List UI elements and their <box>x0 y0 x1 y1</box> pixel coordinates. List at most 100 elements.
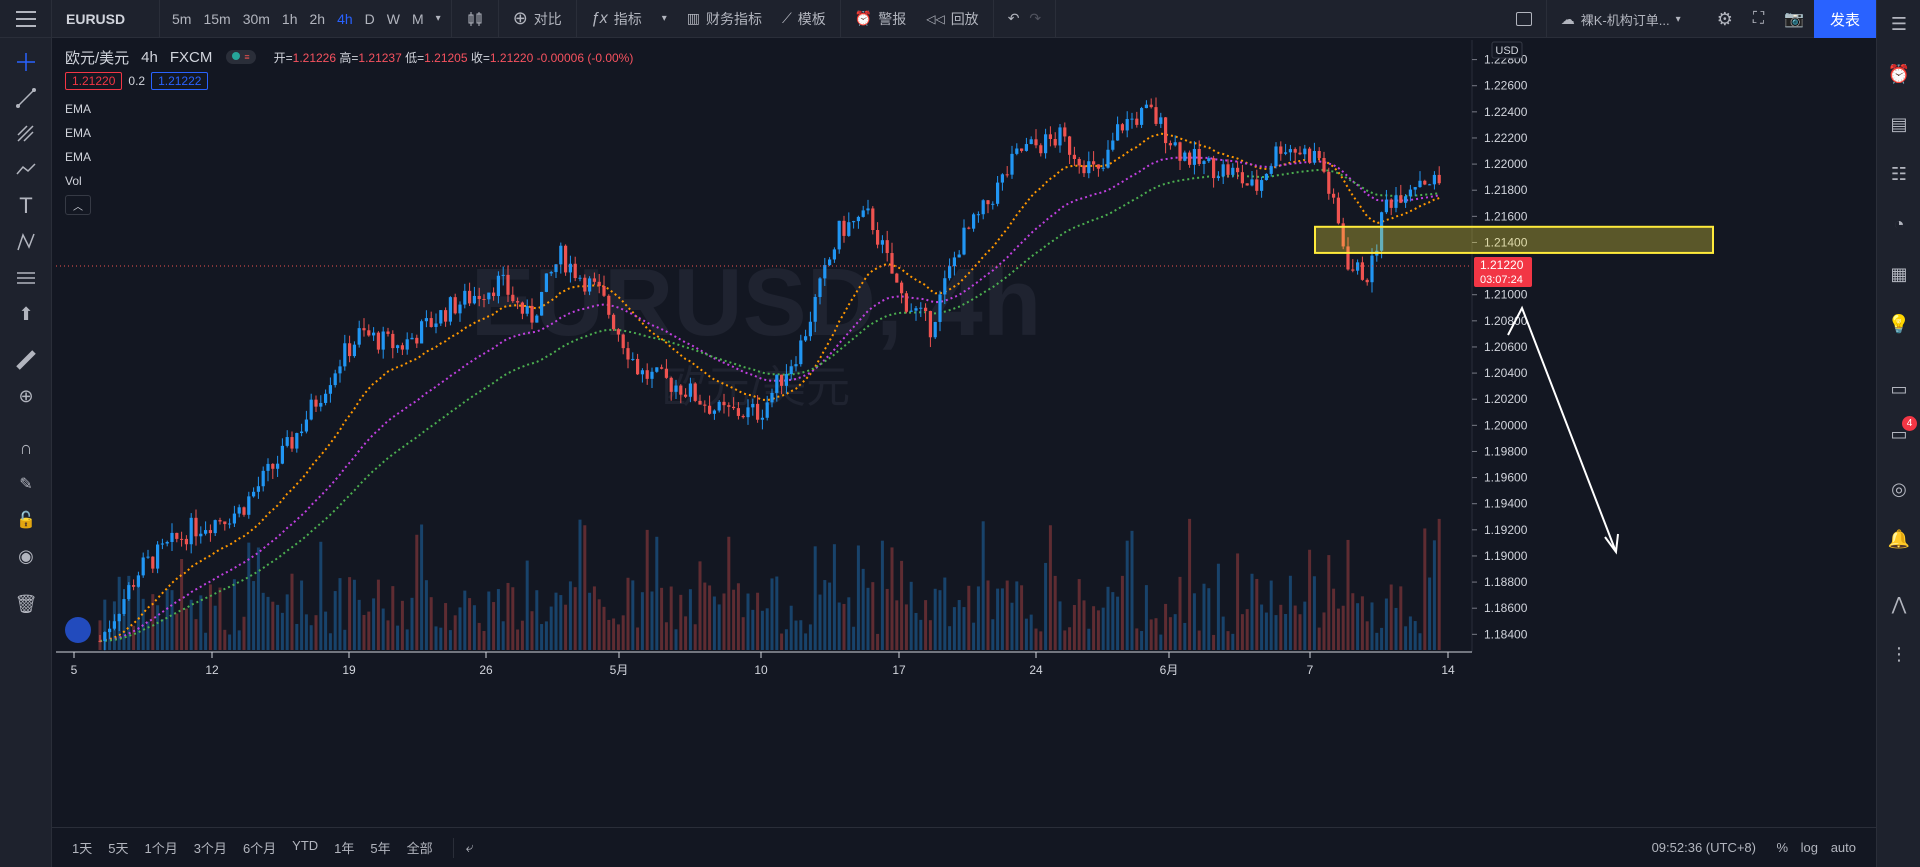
collapse-legend-button[interactable]: ︿ <box>65 195 91 215</box>
range-5[interactable]: YTD <box>292 838 319 853</box>
volume-bar <box>506 582 510 650</box>
magnet-icon[interactable]: ∩ <box>19 437 33 458</box>
interval-D[interactable]: D <box>364 10 375 27</box>
divider <box>452 837 454 858</box>
publish-button[interactable]: 发表 <box>1814 0 1876 38</box>
goto-date-icon[interactable]: ⤶ <box>465 839 474 855</box>
indicator-ema-0[interactable]: EMA <box>65 102 92 116</box>
undo-button[interactable]: ↶ <box>998 0 1030 38</box>
visibility-toggle[interactable]: ≡ <box>226 50 256 64</box>
interval-4h[interactable]: 4h <box>337 10 353 27</box>
trendline-icon[interactable] <box>12 84 40 112</box>
arrow-up-icon[interactable]: ⬆ <box>18 303 34 324</box>
screenshot-button[interactable]: 📷 <box>1774 0 1814 38</box>
layout-toggle-button[interactable] <box>1506 0 1542 38</box>
zoom-icon[interactable]: ⊕ <box>18 385 34 406</box>
eye-icon[interactable]: ◉ <box>18 545 34 566</box>
settings-button[interactable]: ⚙ <box>1707 0 1743 38</box>
volume-bar <box>232 579 236 650</box>
candle-body <box>616 329 620 335</box>
percent-toggle[interactable]: % <box>1776 840 1788 855</box>
range-3[interactable]: 3个月 <box>193 841 227 856</box>
trash-icon[interactable]: 🗑 <box>14 593 38 614</box>
messages-icon[interactable]: ▭ 4 <box>1885 416 1917 448</box>
pitchfork-icon[interactable] <box>12 120 40 148</box>
range-8[interactable]: 全部 <box>406 841 433 856</box>
interval-W[interactable]: W <box>386 10 400 27</box>
lock-icon[interactable]: 🔓 <box>16 512 36 529</box>
trading-panel-icon[interactable]: ⋀ <box>1891 593 1907 614</box>
candle-body <box>180 538 184 540</box>
candle-body <box>362 328 366 331</box>
volume-bar <box>482 630 486 650</box>
financials-button[interactable]: ▥ 财务指标 <box>677 0 772 38</box>
candle-body <box>991 203 995 205</box>
range-1[interactable]: 5天 <box>108 841 129 856</box>
candle-body <box>693 383 697 401</box>
bid-price[interactable]: 1.21220 <box>65 72 123 90</box>
fullscreen-button[interactable]: ⛶ <box>1743 0 1774 38</box>
volume-bar <box>684 616 688 650</box>
candle-body <box>1053 138 1057 146</box>
compare-button[interactable]: ⊕ 对比 <box>503 0 572 38</box>
xabcd-icon[interactable] <box>12 228 40 256</box>
range-6[interactable]: 1年 <box>334 841 355 856</box>
indicator-ema-1[interactable]: EMA <box>65 126 92 140</box>
interval-5m[interactable]: 5m <box>172 10 192 27</box>
interval-M[interactable]: M <box>412 10 424 27</box>
pencil-lock-icon[interactable]: ✎ <box>19 476 33 493</box>
alert-button[interactable]: ⏰ 警报 <box>845 0 916 38</box>
ask-price[interactable]: 1.21222 <box>151 72 209 90</box>
ideas-icon[interactable]: 💡 <box>1887 313 1911 334</box>
alarm-clock-icon[interactable]: ⏰ <box>1887 63 1911 84</box>
calendar-icon[interactable]: ▦ <box>1890 263 1908 284</box>
candle-body <box>1130 118 1134 120</box>
chart-canvas[interactable]: EURUSD, 4h 欧元/美元 1.22800 1.22600 1.22400 1.22… <box>56 40 1802 798</box>
indicator-ema-2[interactable]: EMA <box>65 150 92 164</box>
chart-type-button[interactable] <box>456 0 494 38</box>
measure-lines-icon[interactable] <box>12 264 40 292</box>
volume-bar <box>967 585 971 650</box>
auto-toggle[interactable]: auto <box>1830 840 1856 855</box>
candle-body <box>852 221 856 223</box>
replay-button[interactable]: ◁◁ 回放 <box>916 0 988 38</box>
interval-15m[interactable]: 15m <box>203 10 231 27</box>
streams-icon[interactable]: ◎ <box>1891 478 1907 499</box>
data-window-icon[interactable]: ☷ <box>1890 163 1908 184</box>
range-2[interactable]: 1个月 <box>144 841 178 856</box>
chat-icon[interactable]: ▭ <box>1890 378 1908 399</box>
interval-2h[interactable]: 2h <box>309 10 326 27</box>
volume-bar <box>1250 573 1254 650</box>
interval-1h[interactable]: 1h <box>281 10 298 27</box>
redo-button[interactable]: ↷ <box>1029 0 1051 38</box>
price-tick-label: 1.20200 <box>1484 392 1528 406</box>
dom-icon[interactable]: ⋮ <box>1890 643 1908 664</box>
candle-body <box>592 278 596 282</box>
symbol-title[interactable]: 欧元/美元 <box>65 49 130 67</box>
range-7[interactable]: 5年 <box>370 841 391 856</box>
crosshair-icon[interactable] <box>12 48 40 76</box>
bell-icon[interactable]: 🔔 <box>1887 528 1911 549</box>
volume-bar <box>1168 617 1172 650</box>
range-4[interactable]: 6个月 <box>242 841 277 856</box>
indicators-button[interactable]: ƒx 指标 ▾ <box>581 0 677 38</box>
text-icon[interactable]: T <box>19 193 33 218</box>
layout-selector[interactable]: ☁ 裸K-机构订单... ▾ <box>1551 0 1707 38</box>
log-toggle[interactable]: log <box>1800 840 1818 855</box>
news-icon[interactable]: ▤ <box>1890 113 1908 134</box>
volume-bar <box>242 616 246 650</box>
legend-source: FXCM <box>169 48 213 66</box>
clock-display[interactable]: 09:52:36 (UTC+8) <box>1651 840 1756 855</box>
watchlist-icon[interactable]: ☰ <box>1890 13 1908 34</box>
menu-icon[interactable] <box>0 0 52 38</box>
candle-body <box>237 507 241 514</box>
hotlist-icon[interactable]: ◔ <box>1893 213 1905 234</box>
symbol-search[interactable]: EURUSD <box>52 0 160 38</box>
indicator-vol-3[interactable]: Vol <box>65 174 82 188</box>
templates-button[interactable]: ⟋ 模板 <box>772 0 836 38</box>
ruler-icon[interactable] <box>12 346 40 374</box>
interval-dropdown-icon[interactable]: ▾ <box>435 13 441 24</box>
range-0[interactable]: 1天 <box>72 841 93 856</box>
interval-30m[interactable]: 30m <box>242 10 270 27</box>
pattern-icon[interactable] <box>12 156 40 184</box>
